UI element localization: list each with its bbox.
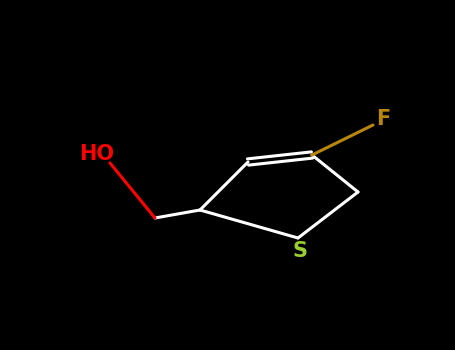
Text: F: F xyxy=(376,109,390,129)
Text: HO: HO xyxy=(79,144,114,164)
Text: S: S xyxy=(293,241,308,261)
